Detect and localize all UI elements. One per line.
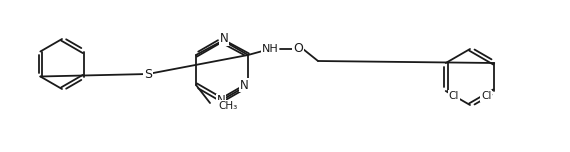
Text: N: N <box>217 95 225 107</box>
Text: N: N <box>239 78 249 92</box>
Text: Cl: Cl <box>481 91 491 101</box>
Text: N: N <box>219 33 229 45</box>
Text: NH: NH <box>262 44 278 54</box>
Text: S: S <box>144 67 152 81</box>
Text: Cl: Cl <box>449 91 459 101</box>
Text: O: O <box>293 43 303 55</box>
Text: CH₃: CH₃ <box>218 101 237 111</box>
